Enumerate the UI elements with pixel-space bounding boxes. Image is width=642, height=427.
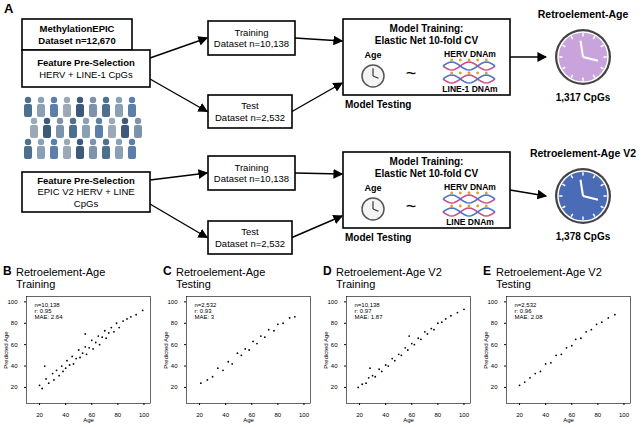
svg-text:Predicted Age: Predicted Age (323, 331, 329, 369)
svg-text:80: 80 (115, 412, 122, 418)
svg-text:20: 20 (11, 384, 18, 390)
html-text:Training: Training (336, 278, 376, 290)
svg-text:100: 100 (487, 299, 498, 305)
svg-text:20: 20 (171, 384, 178, 390)
svg-text:Dataset n=10,138: Dataset n=10,138 (214, 173, 289, 184)
svg-text:HERV + LINE-1 CpGs: HERV + LINE-1 CpGs (39, 69, 133, 80)
svg-text:80: 80 (595, 412, 602, 418)
svg-text:MethylationEPIC: MethylationEPIC (40, 23, 115, 34)
svg-text:CpGs: CpGs (74, 198, 99, 209)
svg-text:Predicted Age: Predicted Age (3, 331, 9, 369)
svg-text:Elastic Net 10-fold CV: Elastic Net 10-fold CV (375, 168, 479, 179)
svg-text:40: 40 (171, 363, 178, 369)
svg-text:Age: Age (364, 50, 381, 60)
svg-text:Age: Age (364, 183, 381, 193)
svg-text:40: 40 (62, 412, 69, 418)
svg-text:1,317 CpGs: 1,317 CpGs (556, 92, 611, 103)
svg-text:Training: Training (235, 162, 269, 173)
svg-text:Test: Test (241, 226, 259, 237)
html-text:Retroelement-Age V2: Retroelement-Age V2 (496, 266, 602, 278)
svg-text:~: ~ (406, 63, 417, 83)
svg-text:100: 100 (327, 299, 338, 305)
svg-text:100: 100 (139, 412, 150, 418)
svg-text:Dataset n=2,532: Dataset n=2,532 (215, 112, 285, 123)
svg-text:100: 100 (299, 412, 310, 418)
svg-text:Retroelement-Age: Retroelement-Age (538, 8, 629, 20)
svg-text:Predicted Age: Predicted Age (163, 331, 169, 369)
svg-text:40: 40 (382, 412, 389, 418)
svg-text:HERV DNAm: HERV DNAm (444, 182, 496, 192)
svg-text:100: 100 (7, 299, 18, 305)
svg-text:Retroelement-Age V2: Retroelement-Age V2 (530, 147, 636, 159)
svg-text:A: A (4, 1, 14, 16)
html-text:Testing: Testing (176, 278, 211, 290)
svg-text:60: 60 (11, 342, 18, 348)
svg-text:60: 60 (331, 342, 338, 348)
svg-text:Model Training:: Model Training: (390, 156, 464, 167)
svg-text:Age: Age (83, 417, 94, 423)
svg-text:40: 40 (331, 363, 338, 369)
svg-text:80: 80 (275, 412, 282, 418)
svg-text:Test: Test (241, 100, 259, 111)
svg-text:Model Testing: Model Testing (345, 99, 411, 110)
svg-text:60: 60 (171, 342, 178, 348)
svg-text:80: 80 (171, 320, 178, 326)
svg-text:Elastic Net 10-fold CV: Elastic Net 10-fold CV (375, 35, 479, 46)
svg-text:LINE-1 DNAm: LINE-1 DNAm (442, 84, 498, 94)
svg-text:n=10,138r: 0.97MAE: 1.87: n=10,138r: 0.97MAE: 1.87 (355, 302, 384, 320)
svg-text:EPIC V2 HERV + LINE: EPIC V2 HERV + LINE (37, 186, 134, 197)
svg-text:Age: Age (243, 417, 254, 423)
svg-text:n=2,532r: 0.93MAE: 3: n=2,532r: 0.93MAE: 3 (195, 302, 218, 320)
svg-text:80: 80 (435, 412, 442, 418)
svg-text:Dataset n=10,138: Dataset n=10,138 (214, 38, 289, 49)
svg-text:Age: Age (403, 417, 414, 423)
svg-text:60: 60 (568, 411, 576, 418)
svg-text:40: 40 (542, 412, 549, 418)
html-text:Training: Training (16, 278, 56, 290)
svg-text:HERV DNAm: HERV DNAm (444, 49, 496, 59)
svg-text:~: ~ (406, 196, 417, 216)
svg-text:80: 80 (331, 320, 338, 326)
html-text:B Retroelement-Age: B Retroelement-Age (3, 264, 106, 278)
svg-text:80: 80 (11, 320, 18, 326)
svg-text:60: 60 (491, 342, 498, 348)
svg-text:40: 40 (491, 363, 498, 369)
svg-text:20: 20 (516, 412, 523, 418)
svg-text:Dataset n=2,532: Dataset n=2,532 (215, 238, 285, 249)
svg-text:Dataset n=12,670: Dataset n=12,670 (38, 35, 115, 46)
svg-text:60: 60 (248, 411, 256, 418)
svg-text:Age: Age (563, 417, 574, 423)
svg-text:60: 60 (88, 411, 96, 418)
svg-text:40: 40 (222, 412, 229, 418)
svg-text:n=10,138r: 0.95MAE: 2.64: n=10,138r: 0.95MAE: 2.64 (35, 302, 64, 320)
svg-text:Feature Pre-Selection: Feature Pre-Selection (37, 175, 135, 186)
svg-text:n=2,532r: 0.96MAE: 2.08: n=2,532r: 0.96MAE: 2.08 (515, 302, 544, 320)
svg-text:100: 100 (619, 412, 630, 418)
html-text:C Retroelement-Age: C Retroelement-Age (163, 264, 266, 278)
html-text:E: E (483, 264, 491, 278)
svg-text:Predicted Age: Predicted Age (483, 331, 489, 369)
svg-text:Training: Training (235, 27, 269, 38)
svg-text:Model Testing: Model Testing (345, 232, 411, 243)
svg-text:100: 100 (459, 412, 470, 418)
html-text:D Retroelement-Age V2: D Retroelement-Age V2 (323, 264, 442, 278)
svg-text:Model Training:: Model Training: (390, 23, 464, 34)
svg-text:20: 20 (36, 412, 43, 418)
svg-text:20: 20 (331, 384, 338, 390)
svg-text:Feature Pre-Selection: Feature Pre-Selection (37, 57, 135, 68)
svg-text:20: 20 (356, 412, 363, 418)
svg-text:1,378 CpGs: 1,378 CpGs (556, 231, 611, 242)
svg-text:60: 60 (408, 411, 416, 418)
svg-text:20: 20 (491, 384, 498, 390)
html-text:Testing: Testing (496, 278, 531, 290)
svg-text:LINE DNAm: LINE DNAm (446, 217, 494, 227)
svg-text:40: 40 (11, 363, 18, 369)
svg-text:100: 100 (167, 299, 178, 305)
svg-text:80: 80 (491, 320, 498, 326)
svg-text:20: 20 (196, 412, 203, 418)
